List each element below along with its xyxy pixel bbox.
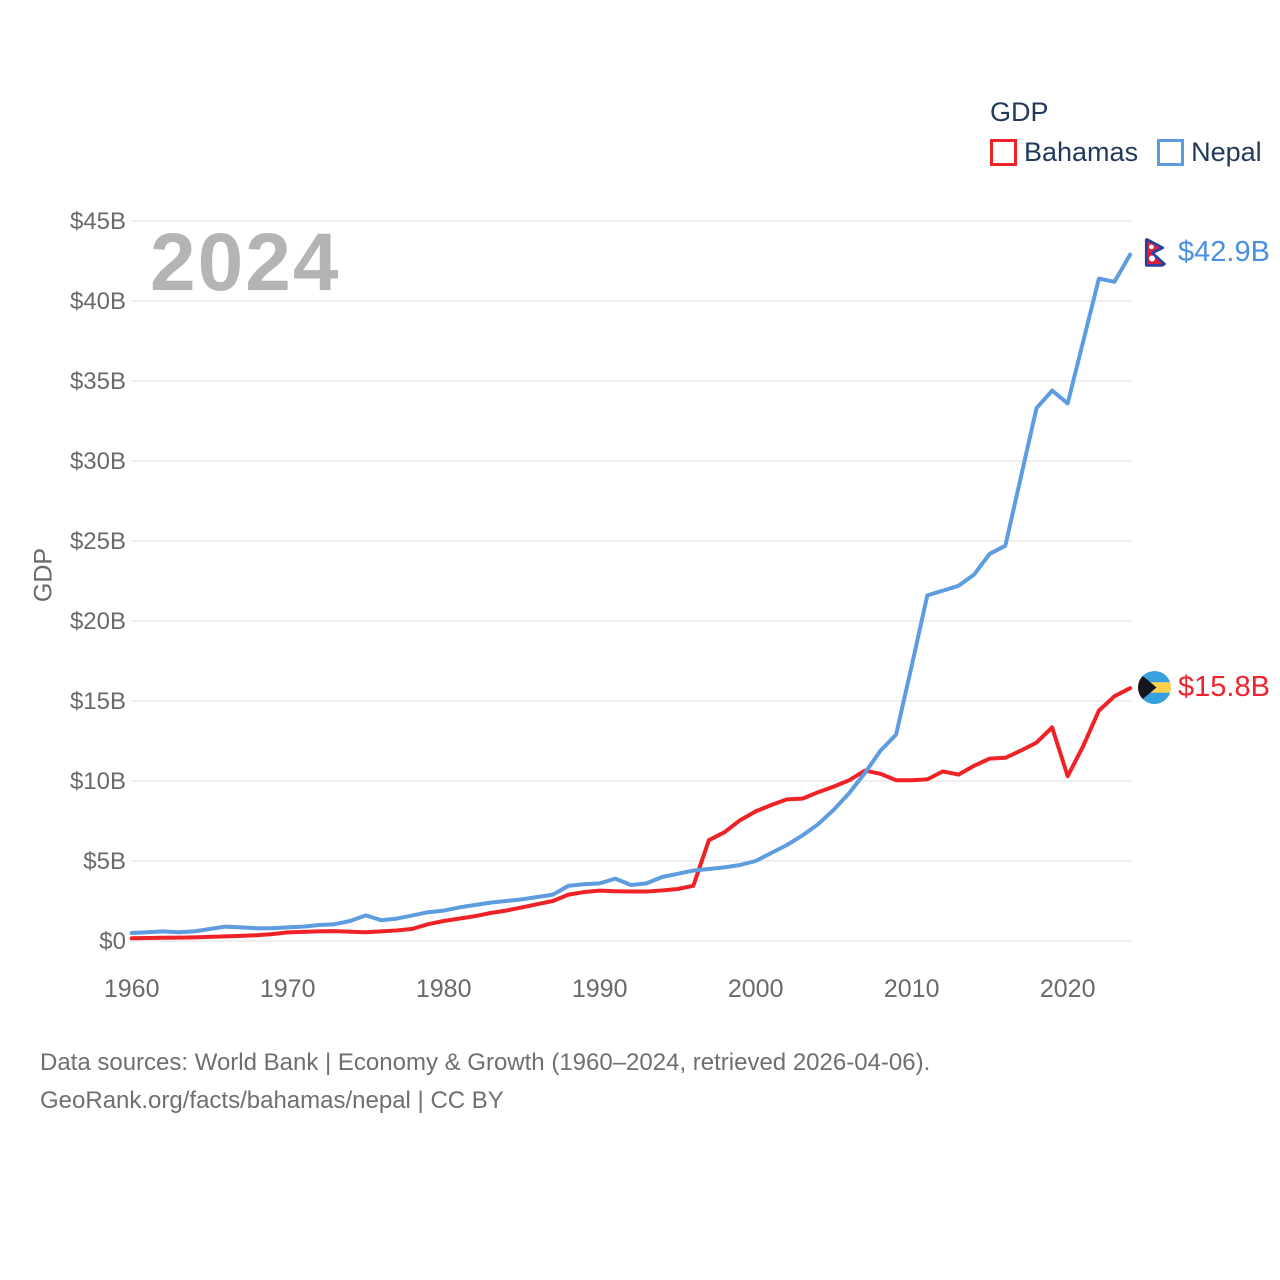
y-tick-label: $15B <box>70 688 126 715</box>
end-label-bahamas: $15.8B <box>1138 671 1270 704</box>
footer-link-line: GeoRank.org/facts/bahamas/nepal | CC BY <box>40 1087 504 1114</box>
legend-title: GDP <box>990 97 1049 127</box>
x-tick-label: 2010 <box>884 975 940 1003</box>
bahamas-value-label: $15.8B <box>1178 671 1270 703</box>
series-lines <box>129 252 1133 941</box>
legend-item-nepal[interactable]: Nepal <box>1157 137 1262 168</box>
y-tick-label: $10B <box>70 768 126 795</box>
year-watermark: 2024 <box>150 217 341 308</box>
end-label-nepal: $42.9B <box>1138 236 1270 269</box>
x-tick-label: 1970 <box>260 975 316 1003</box>
x-tick-label: 2000 <box>728 975 784 1003</box>
x-tick-label: 1990 <box>572 975 628 1003</box>
y-tick-label: $20B <box>70 608 126 635</box>
x-tick-label: 1980 <box>416 975 472 1003</box>
legend-row: Bahamas Nepal <box>990 137 1262 168</box>
legend-swatch-bahamas <box>990 139 1017 166</box>
x-tick-label: 1960 <box>104 975 160 1003</box>
y-tick-label: $5B <box>83 848 126 875</box>
y-tick-label: $25B <box>70 528 126 555</box>
bahamas-flag-icon <box>1138 671 1171 704</box>
legend-swatch-nepal <box>1157 139 1185 166</box>
legend-label-bahamas: Bahamas <box>1024 137 1139 167</box>
y-tick-label: $35B <box>70 368 126 395</box>
legend: GDP Bahamas Nepal <box>990 97 1262 168</box>
y-tick-labels: $0 $5B $10B $15B $20B $25B $30B $35B $40B $45B <box>70 208 126 955</box>
footer-source-line: Data sources: World Bank | Economy & Gro… <box>40 1049 931 1076</box>
gridlines <box>131 220 1132 942</box>
y-tick-label: $40B <box>70 288 126 315</box>
y-tick-label: $45B <box>70 208 126 235</box>
nepal-value-label: $42.9B <box>1178 236 1270 268</box>
x-tick-label: 2020 <box>1040 975 1096 1003</box>
legend-label-nepal: Nepal <box>1191 137 1262 167</box>
y-tick-label: $30B <box>70 448 126 475</box>
nepal-line <box>129 252 1133 935</box>
y-tick-label: $0 <box>99 928 126 955</box>
x-tick-labels: 1960 1970 1980 1990 2000 2010 2020 <box>104 975 1096 1003</box>
bahamas-line <box>129 686 1133 941</box>
legend-item-bahamas[interactable]: Bahamas <box>990 137 1138 168</box>
footer: Data sources: World Bank | Economy & Gro… <box>40 1044 930 1120</box>
nepal-flag-icon <box>1138 236 1171 269</box>
